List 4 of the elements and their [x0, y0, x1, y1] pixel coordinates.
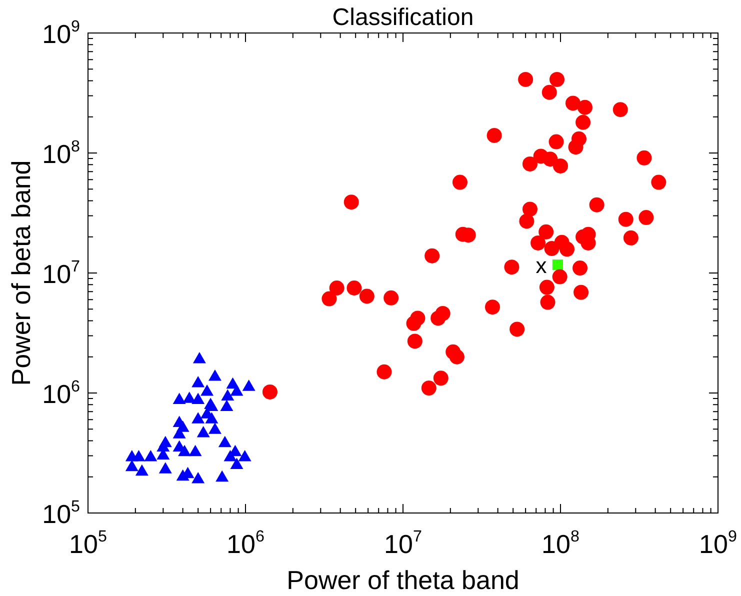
x-axis-title: Power of theta band: [286, 565, 520, 595]
y-axis-title: Power of beta band: [6, 160, 36, 386]
chart-title: Classification: [332, 4, 474, 31]
annotation: x: [536, 252, 547, 278]
